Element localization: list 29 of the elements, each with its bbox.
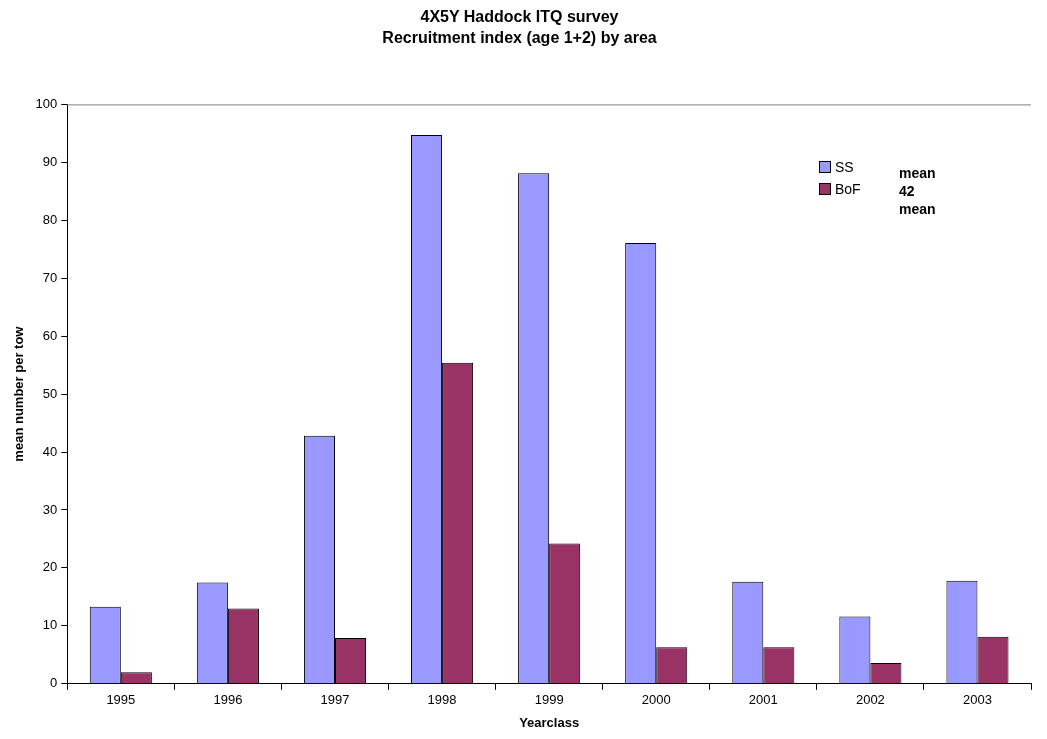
y-tick-label: 40 bbox=[42, 443, 58, 459]
y-tick-label: 30 bbox=[42, 501, 58, 517]
annotation: mean bbox=[899, 164, 936, 183]
chart-subtitle: Recruitment index (age 1+2) by area bbox=[382, 29, 657, 47]
y-tick-label: 90 bbox=[42, 153, 58, 169]
legend-label: SS bbox=[835, 159, 854, 176]
y-tick-label: 20 bbox=[42, 559, 58, 575]
y-tick-label: 60 bbox=[42, 327, 58, 343]
chart-title: 4X5Y Haddock ITQ survey bbox=[420, 8, 619, 26]
x-tick-label: 1999 bbox=[534, 692, 564, 708]
annotation: 42 bbox=[899, 182, 916, 201]
legend-label: BoF bbox=[835, 181, 861, 198]
y-tick-label: 100 bbox=[35, 95, 58, 111]
y-tick-label: 50 bbox=[42, 385, 58, 401]
y-tick-label: 10 bbox=[42, 617, 58, 633]
y-tick-label: 70 bbox=[42, 269, 58, 285]
y-axis-title: mean number per tow bbox=[11, 325, 27, 462]
x-tick-label: 1997 bbox=[320, 692, 350, 708]
y-tick-label: 80 bbox=[42, 211, 58, 227]
x-axis-title: Yearclass bbox=[519, 714, 580, 730]
x-tick-label: 1995 bbox=[106, 692, 136, 708]
x-tick-label: 1998 bbox=[427, 692, 457, 708]
x-tick-label: 1996 bbox=[213, 692, 243, 708]
y-tick-label: 0 bbox=[50, 675, 58, 691]
x-tick-label: 2001 bbox=[748, 692, 778, 708]
annotation: mean bbox=[899, 200, 936, 219]
x-tick-label: 2003 bbox=[963, 692, 992, 708]
x-tick-label: 2000 bbox=[641, 692, 671, 708]
x-tick-label: 2002 bbox=[855, 692, 885, 708]
